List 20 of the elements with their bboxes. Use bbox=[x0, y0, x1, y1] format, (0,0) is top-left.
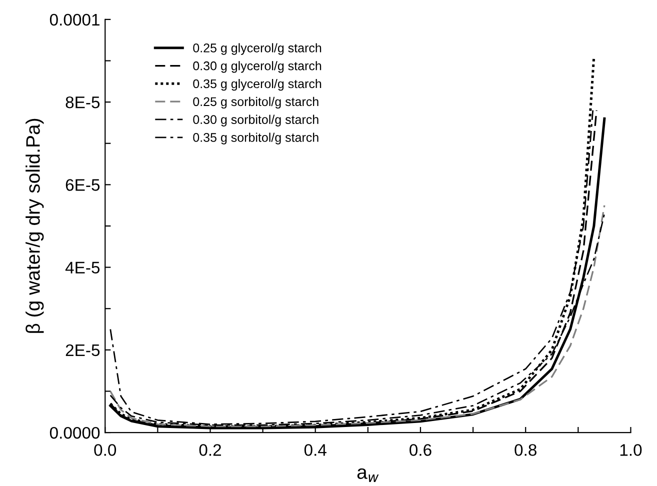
legend-label: 0.35 g sorbitol/g starch bbox=[193, 132, 318, 144]
y-tick-label: 0.0000 bbox=[50, 426, 100, 439]
legend-label: 0.30 g sorbitol/g starch bbox=[193, 114, 318, 126]
y-tick-label: 0.0001 bbox=[50, 14, 100, 26]
x-tick-label: 0.2 bbox=[199, 444, 221, 456]
y-axis-title: β (g water/g dry solid.Pa) bbox=[26, 118, 44, 333]
x-tick-label: 0.8 bbox=[514, 444, 536, 456]
x-tick-label: 1.0 bbox=[620, 444, 642, 456]
legend-label: 0.30 g glycerol/g starch bbox=[193, 61, 322, 73]
x-tick-label: 0.4 bbox=[304, 444, 326, 456]
y-tick-label: 8E-5 bbox=[66, 96, 100, 108]
y-tick-label: 2E-5 bbox=[66, 344, 100, 356]
y-tick-label: 4E-5 bbox=[65, 262, 100, 274]
x-tick-label: 0.6 bbox=[410, 444, 432, 456]
y-tick-label: 6E-5 bbox=[66, 179, 100, 191]
legend-label: 0.25 g sorbitol/g starch bbox=[193, 96, 318, 109]
x-axis-title: a$_{w}$ bbox=[357, 468, 379, 482]
legend-label: 0.25 g glycerol/g starch bbox=[193, 43, 322, 55]
legend-label: 0.35 g glycerol/g starch bbox=[193, 78, 322, 91]
x-tick-label: 0.0 bbox=[94, 444, 116, 456]
